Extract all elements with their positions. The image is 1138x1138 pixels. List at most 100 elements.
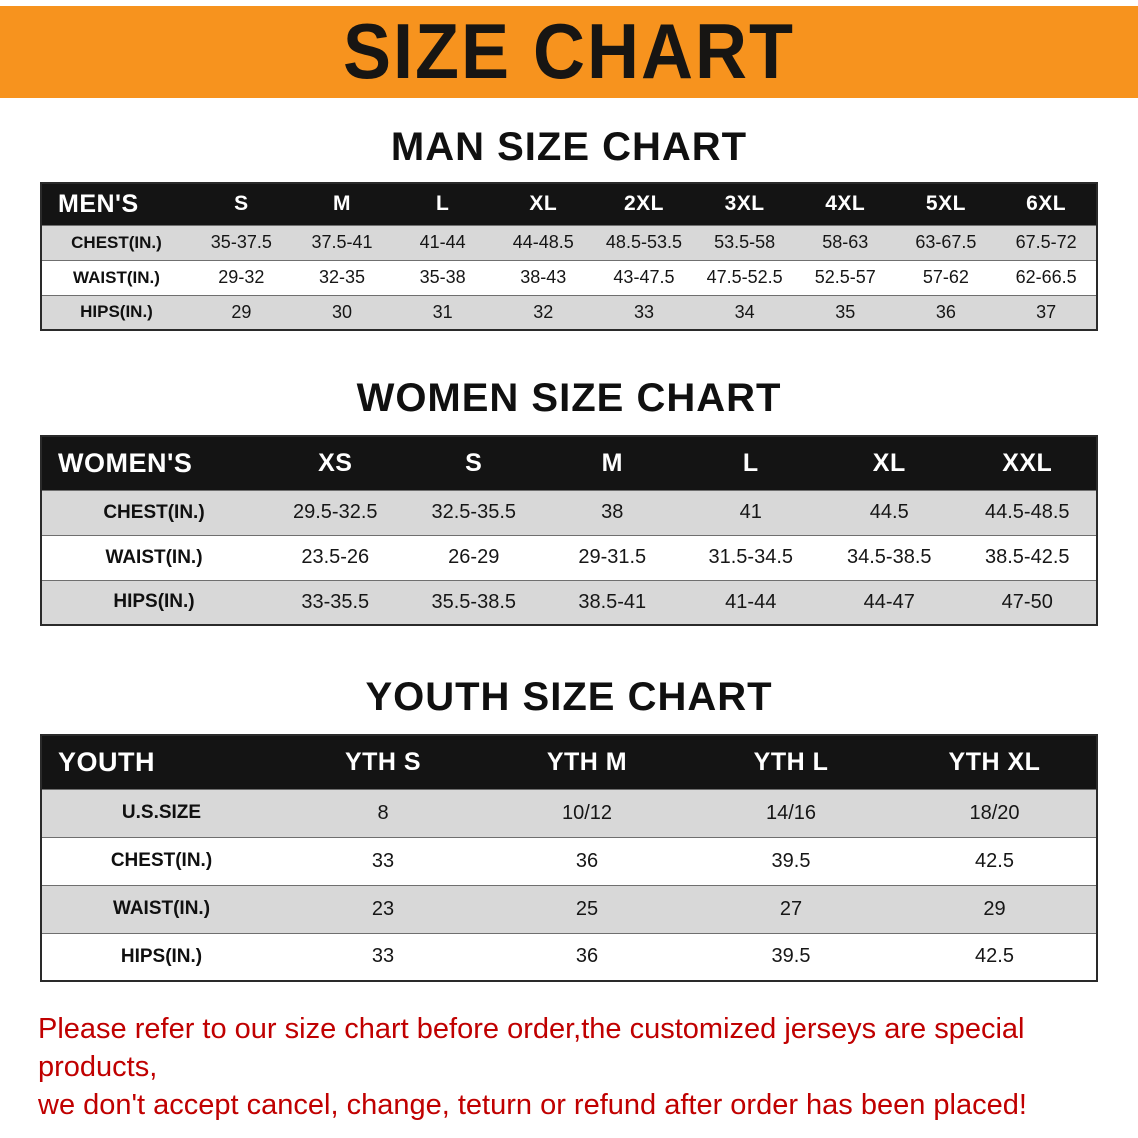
notice-line-2: we don't accept cancel, change, teturn o… bbox=[38, 1089, 1027, 1121]
table-cell: 38-43 bbox=[492, 259, 594, 295]
column-header: YTH XL bbox=[893, 735, 1097, 789]
row-label: CHEST(IN.) bbox=[41, 489, 266, 535]
column-header: 2XL bbox=[593, 183, 695, 225]
row-label: HIPS(IN.) bbox=[41, 294, 191, 330]
table-cell: 53.5-58 bbox=[694, 224, 795, 260]
column-header: XXL bbox=[958, 436, 1097, 490]
table-cell: 52.5-57 bbox=[794, 259, 896, 295]
table-cell: 38.5-42.5 bbox=[958, 534, 1097, 580]
table-corner-label: WOMEN'S bbox=[41, 436, 266, 490]
column-header: 5XL bbox=[895, 183, 997, 225]
page-title: SIZE CHART bbox=[343, 8, 795, 96]
row-label: U.S.SIZE bbox=[41, 788, 281, 837]
column-header: XS bbox=[266, 436, 405, 490]
table-cell: 35-38 bbox=[392, 259, 493, 295]
table-cell: 26-29 bbox=[404, 534, 543, 580]
table-cell: 25 bbox=[485, 884, 689, 933]
table-cell: 32-35 bbox=[291, 259, 393, 295]
table-row: WAIST(IN.) 23.5-26 26-29 29-31.5 31.5-34.5 34… bbox=[41, 534, 1097, 580]
table-cell: 35.5-38.5 bbox=[404, 579, 543, 625]
column-header: 4XL bbox=[794, 183, 896, 225]
women-size-table: WOMEN'S XS S M L XL XXL CHEST(IN.) 29.5-32.5 32.5… bbox=[40, 435, 1098, 626]
table-cell: 43-47.5 bbox=[593, 259, 695, 295]
notice-line-1: Please refer to our size chart before or… bbox=[38, 1013, 1025, 1083]
column-header: 6XL bbox=[996, 183, 1097, 225]
table-cell: 31.5-34.5 bbox=[681, 534, 820, 580]
table-cell: 44-47 bbox=[820, 579, 959, 625]
row-label: HIPS(IN.) bbox=[41, 932, 281, 981]
table-row: CHEST(IN.) 35-37.5 37.5-41 41-44 44-48.5 48.5… bbox=[41, 224, 1097, 260]
row-label: WAIST(IN.) bbox=[41, 534, 266, 580]
column-header: XL bbox=[492, 183, 594, 225]
table-row: WAIST(IN.) 29-32 32-35 35-38 38-43 43-47.5 47.… bbox=[41, 259, 1097, 295]
table-cell: 39.5 bbox=[689, 932, 893, 981]
table-cell: 30 bbox=[291, 294, 393, 330]
men-size-section: MAN SIZE CHART MEN'S S M L XL 2XL 3XL 4XL 5XL 6XL… bbox=[0, 124, 1138, 331]
table-corner-label: MEN'S bbox=[41, 183, 191, 225]
table-cell: 35-37.5 bbox=[191, 224, 292, 260]
table-cell: 29 bbox=[191, 294, 292, 330]
table-cell: 23.5-26 bbox=[266, 534, 405, 580]
table-cell: 41-44 bbox=[681, 579, 820, 625]
table-cell: 18/20 bbox=[893, 788, 1097, 837]
table-corner-label: YOUTH bbox=[41, 735, 281, 789]
table-row: WAIST(IN.) 23 25 27 29 bbox=[41, 884, 1097, 933]
table-cell: 35 bbox=[794, 294, 896, 330]
table-cell: 36 bbox=[485, 836, 689, 885]
table-cell: 34 bbox=[694, 294, 795, 330]
row-label: HIPS(IN.) bbox=[41, 579, 266, 625]
women-section-title: WOMEN SIZE CHART bbox=[356, 376, 782, 420]
table-cell: 27 bbox=[689, 884, 893, 933]
table-cell: 41-44 bbox=[392, 224, 493, 260]
table-cell: 10/12 bbox=[485, 788, 689, 837]
table-cell: 47.5-52.5 bbox=[694, 259, 795, 295]
column-header: XL bbox=[820, 436, 959, 490]
women-size-section: WOMEN SIZE CHART WOMEN'S XS S M L XL XXL CHEST(… bbox=[0, 375, 1138, 626]
table-cell: 31 bbox=[392, 294, 493, 330]
table-cell: 48.5-53.5 bbox=[593, 224, 695, 260]
table-row: HIPS(IN.) 33-35.5 35.5-38.5 38.5-41 41-44 44-… bbox=[41, 579, 1097, 625]
table-cell: 8 bbox=[281, 788, 485, 837]
table-row: CHEST(IN.) 33 36 39.5 42.5 bbox=[41, 836, 1097, 885]
size-chart-page: SIZE CHART MAN SIZE CHART MEN'S S M L XL 2XL 3… bbox=[0, 6, 1138, 1138]
table-row: U.S.SIZE 8 10/12 14/16 18/20 bbox=[41, 788, 1097, 837]
table-cell: 33-35.5 bbox=[266, 579, 405, 625]
table-cell: 33 bbox=[281, 836, 485, 885]
table-row: HIPS(IN.) 29 30 31 32 33 34 35 36 37 bbox=[41, 294, 1097, 330]
table-cell: 33 bbox=[281, 932, 485, 981]
table-cell: 63-67.5 bbox=[895, 224, 997, 260]
table-cell: 33 bbox=[593, 294, 695, 330]
table-cell: 23 bbox=[281, 884, 485, 933]
youth-section-title: YOUTH SIZE CHART bbox=[365, 675, 773, 719]
table-cell: 41 bbox=[681, 489, 820, 535]
men-section-title: MAN SIZE CHART bbox=[390, 125, 748, 169]
table-cell: 38.5-41 bbox=[543, 579, 682, 625]
row-label: WAIST(IN.) bbox=[41, 884, 281, 933]
men-size-table: MEN'S S M L XL 2XL 3XL 4XL 5XL 6XL CHEST(IN.) 35-37… bbox=[40, 182, 1098, 331]
row-label: CHEST(IN.) bbox=[41, 836, 281, 885]
table-cell: 67.5-72 bbox=[996, 224, 1097, 260]
size-charts-main: MAN SIZE CHART MEN'S S M L XL 2XL 3XL 4XL 5XL 6XL… bbox=[0, 124, 1138, 982]
table-cell: 32.5-35.5 bbox=[404, 489, 543, 535]
column-header: L bbox=[392, 183, 493, 225]
table-cell: 42.5 bbox=[893, 836, 1097, 885]
table-cell: 36 bbox=[485, 932, 689, 981]
order-notice: Please refer to our size chart before or… bbox=[38, 1010, 1100, 1124]
table-cell: 32 bbox=[492, 294, 594, 330]
column-header: YTH L bbox=[689, 735, 893, 789]
table-cell: 37 bbox=[996, 294, 1097, 330]
table-cell: 29-31.5 bbox=[543, 534, 682, 580]
table-cell: 44.5-48.5 bbox=[958, 489, 1097, 535]
row-label: CHEST(IN.) bbox=[41, 224, 191, 260]
table-cell: 34.5-38.5 bbox=[820, 534, 959, 580]
youth-size-section: YOUTH SIZE CHART YOUTH YTH S YTH M YTH L YTH… bbox=[0, 674, 1138, 982]
header-row: YOUTH YTH S YTH M YTH L YTH XL bbox=[41, 735, 1097, 789]
column-header: YTH S bbox=[281, 735, 485, 789]
table-cell: 58-63 bbox=[794, 224, 896, 260]
column-header: S bbox=[404, 436, 543, 490]
column-header: M bbox=[543, 436, 682, 490]
table-cell: 42.5 bbox=[893, 932, 1097, 981]
column-header: S bbox=[191, 183, 292, 225]
table-row: CHEST(IN.) 29.5-32.5 32.5-35.5 38 41 44.5 44.5… bbox=[41, 489, 1097, 535]
table-cell: 14/16 bbox=[689, 788, 893, 837]
